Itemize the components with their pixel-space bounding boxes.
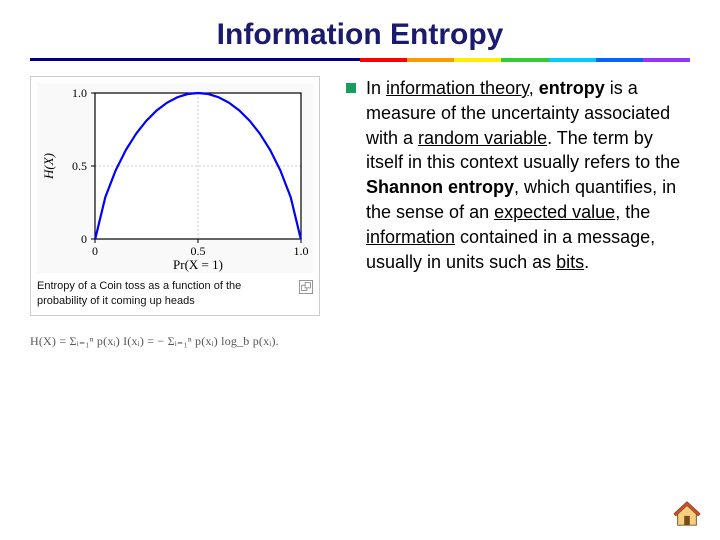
divider-navy bbox=[30, 58, 360, 61]
right-column: In information theory, entropy is a meas… bbox=[346, 76, 690, 349]
content-row: 0 0.5 1.0 0 0.5 1.0 Pr(X = 1) H(X) Entropy of a… bbox=[30, 76, 690, 349]
text-run: , bbox=[529, 78, 539, 98]
title-divider bbox=[30, 58, 690, 62]
linked-term: random variable bbox=[418, 128, 547, 148]
svg-text:H(X): H(X) bbox=[41, 153, 56, 180]
enlarge-icon[interactable] bbox=[299, 280, 313, 294]
entropy-chart: 0 0.5 1.0 0 0.5 1.0 Pr(X = 1) H(X) bbox=[37, 83, 313, 273]
linked-term: information theory bbox=[386, 78, 529, 98]
svg-text:0: 0 bbox=[92, 244, 98, 258]
linked-term: expected value bbox=[494, 202, 615, 222]
svg-text:1.0: 1.0 bbox=[294, 244, 309, 258]
slide-root: Information Entropy 0 0.5 1.0 0 0.5 1.0 Pr(X =… bbox=[0, 0, 720, 540]
entropy-chart-frame: 0 0.5 1.0 0 0.5 1.0 Pr(X = 1) H(X) Entropy of a… bbox=[30, 76, 320, 316]
linked-term: information bbox=[366, 227, 455, 247]
linked-term: bits bbox=[556, 252, 584, 272]
bold-term: Shannon entropy bbox=[366, 177, 514, 197]
text-run: , the bbox=[615, 202, 650, 222]
chart-caption-row: Entropy of a Coin toss as a function of … bbox=[37, 279, 313, 309]
text-run: In bbox=[366, 78, 386, 98]
bullet-icon bbox=[346, 83, 356, 93]
left-column: 0 0.5 1.0 0 0.5 1.0 Pr(X = 1) H(X) Entropy of a… bbox=[30, 76, 330, 349]
text-run: . bbox=[584, 252, 589, 272]
svg-text:Pr(X = 1): Pr(X = 1) bbox=[173, 257, 223, 272]
chart-caption: Entropy of a Coin toss as a function of … bbox=[37, 279, 293, 309]
home-icon[interactable] bbox=[672, 500, 702, 528]
svg-text:0.5: 0.5 bbox=[72, 159, 87, 173]
entropy-formula: H(X) = Σᵢ₌₁ⁿ p(xᵢ) I(xᵢ) = − Σᵢ₌₁ⁿ p(xᵢ)… bbox=[30, 334, 330, 349]
svg-text:1.0: 1.0 bbox=[72, 86, 87, 100]
bold-term: entropy bbox=[539, 78, 605, 98]
svg-text:0.5: 0.5 bbox=[191, 244, 206, 258]
svg-text:0: 0 bbox=[81, 232, 87, 246]
slide-title: Information Entropy bbox=[30, 18, 690, 52]
body-paragraph: In information theory, entropy is a meas… bbox=[366, 76, 690, 349]
divider-rainbow bbox=[360, 58, 690, 62]
